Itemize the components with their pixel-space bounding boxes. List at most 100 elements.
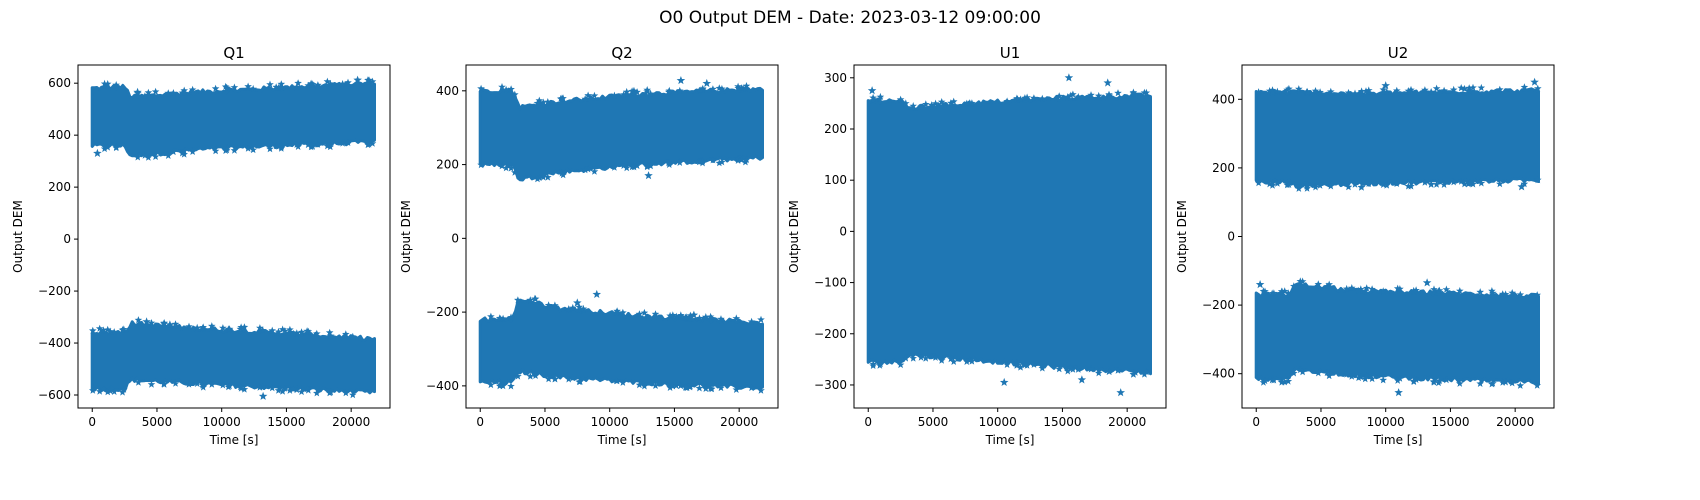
data-point (344, 78, 352, 86)
data-point (144, 153, 153, 161)
data-point (1534, 84, 1542, 92)
data-point (141, 151, 149, 159)
data-point (514, 296, 522, 304)
data-point (160, 379, 168, 388)
data-point (1342, 370, 1351, 378)
data-point (169, 89, 178, 97)
data-point (1303, 184, 1311, 192)
data-point (89, 326, 97, 334)
data-point (1344, 88, 1353, 97)
data-point (1469, 83, 1477, 91)
data-point (902, 354, 910, 362)
data-point (1457, 84, 1465, 92)
data-point (1460, 180, 1469, 188)
data-point (1457, 177, 1465, 185)
data-point (110, 387, 118, 395)
x-tick-label: 10000 (203, 415, 241, 429)
data-point (1465, 84, 1473, 92)
data-point (612, 376, 621, 385)
data-point (619, 161, 628, 169)
data-point (1361, 287, 1370, 295)
data-point (1114, 89, 1122, 97)
outlier-point (133, 87, 142, 96)
data-point (507, 382, 515, 390)
data-point (1456, 287, 1464, 295)
y-tick-label: −200 (426, 305, 459, 319)
data-point (686, 383, 694, 391)
y-axis-label: Output DEM (399, 200, 413, 273)
outlier-point (93, 148, 102, 157)
data-point (526, 296, 535, 304)
y-tick-label: 300 (824, 71, 847, 85)
x-tick-label: 10000 (591, 415, 629, 429)
data-point (198, 324, 207, 332)
data-point (338, 80, 347, 88)
data-point (259, 326, 267, 334)
data-point (1362, 372, 1371, 380)
data-point (1295, 184, 1303, 192)
data-point (225, 382, 234, 390)
data-point (151, 152, 160, 160)
data-point (1383, 87, 1391, 96)
data-point (1449, 85, 1458, 94)
data-point (1268, 181, 1277, 189)
data-point (734, 155, 742, 163)
data-point (909, 102, 917, 110)
data-point (1393, 376, 1402, 384)
data-point (349, 390, 357, 399)
data-point (931, 353, 940, 361)
data-point (364, 76, 372, 84)
data-point (1016, 95, 1025, 103)
data-point (110, 328, 118, 336)
data-band-1 (1254, 87, 1540, 189)
data-point (103, 80, 112, 88)
data-point (303, 385, 311, 393)
data-point (487, 312, 495, 320)
data-point (564, 375, 573, 383)
data-point (95, 324, 104, 332)
outlier-point (258, 391, 268, 400)
data-point (141, 92, 149, 100)
data-point (556, 168, 565, 176)
data-point (718, 84, 726, 93)
data-point (1261, 287, 1269, 295)
data-point (531, 295, 540, 303)
data-point (1430, 285, 1438, 293)
data-point (1432, 84, 1441, 92)
data-band-1 (90, 80, 376, 158)
outlier-point (867, 86, 877, 95)
data-point (256, 383, 264, 391)
y-tick-label: 200 (436, 158, 459, 172)
subplot-q2: 0 5000 10000 15000 20000 −400 −200 0 200 400 Q2 Tim… (399, 44, 779, 447)
data-point (268, 384, 276, 392)
data-point (1368, 374, 1376, 383)
data-point (640, 308, 649, 317)
data-point (498, 83, 506, 91)
data-point (487, 380, 495, 389)
data-point (278, 325, 287, 333)
data-point (1508, 379, 1516, 387)
data-point (1273, 179, 1282, 187)
data-point (314, 140, 322, 148)
data-point (533, 175, 542, 183)
data-point (1393, 179, 1401, 187)
data-point (164, 89, 173, 97)
data-point (619, 90, 628, 98)
data-point (1456, 379, 1464, 387)
data-point (1290, 369, 1298, 377)
data-point (544, 375, 553, 383)
data-point (896, 95, 905, 103)
data-point (1357, 183, 1366, 191)
data-point (185, 322, 193, 330)
data-point (628, 87, 636, 95)
data-point (1087, 365, 1095, 373)
data-point (304, 140, 312, 149)
data-point (1298, 368, 1307, 376)
data-point (1434, 287, 1443, 295)
y-tick-label: −200 (814, 327, 847, 341)
data-point (575, 303, 583, 311)
data-point (676, 381, 685, 390)
data-point (1440, 86, 1448, 94)
x-tick-label: 15000 (1431, 415, 1469, 429)
data-point (286, 325, 294, 333)
